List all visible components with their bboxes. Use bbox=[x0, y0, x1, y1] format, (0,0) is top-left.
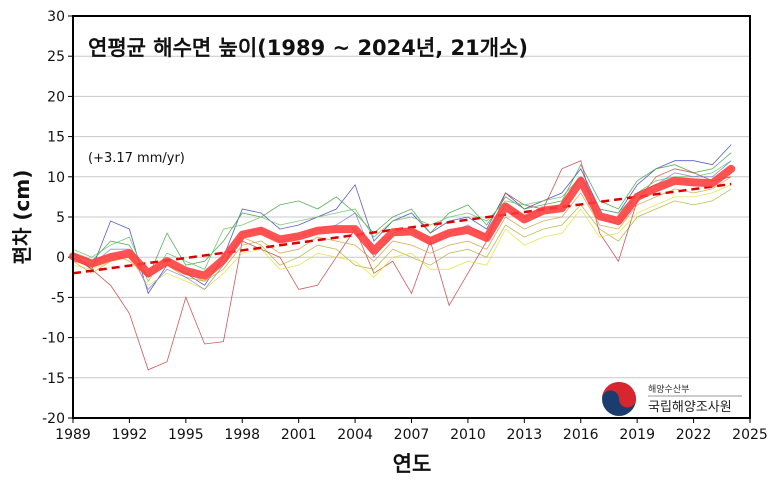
x-tick-label: 2013 bbox=[507, 427, 543, 443]
x-tick-label: 2007 bbox=[394, 427, 430, 443]
x-tick-label: 2022 bbox=[676, 427, 712, 443]
y-tick-label: -10 bbox=[42, 331, 65, 347]
mean-layer bbox=[69, 164, 736, 280]
y-axis-label: 편차 (cm) bbox=[10, 170, 34, 265]
y-tick-label: -5 bbox=[51, 290, 65, 306]
x-tick-label: 2001 bbox=[281, 427, 317, 443]
x-tick-label: 1989 bbox=[55, 427, 91, 443]
khoa-logo: 해양수산부 국립해양조사원 bbox=[602, 382, 742, 416]
x-axis-label: 연도 bbox=[393, 452, 432, 476]
y-tick-label: 20 bbox=[47, 89, 65, 105]
y-tick-label: 15 bbox=[47, 130, 65, 146]
x-tick-label: 1995 bbox=[168, 427, 204, 443]
plot-frame bbox=[72, 15, 751, 419]
emblem-red-half bbox=[602, 382, 636, 408]
trend-rate-annotation: (+3.17 mm/yr) bbox=[88, 151, 185, 166]
y-tick-label: 30 bbox=[47, 9, 65, 25]
y-tick-label: 0 bbox=[56, 250, 65, 266]
y-tick-label: -15 bbox=[42, 371, 65, 387]
x-tick-label: 1998 bbox=[224, 427, 260, 443]
station-line bbox=[72, 184, 732, 290]
y-tick-label: 5 bbox=[56, 210, 65, 226]
x-tick-label: 2025 bbox=[732, 427, 768, 443]
logo-agency-text: 국립해양조사원 bbox=[648, 400, 732, 415]
y-tick-label: 25 bbox=[47, 49, 65, 65]
x-tick-label: 2019 bbox=[619, 427, 655, 443]
logo-ministry-text: 해양수산부 bbox=[648, 384, 689, 395]
x-tick-labels: 1989 1992 1995 1998 2001 2004 2007 2010 2013 2016… bbox=[55, 418, 768, 443]
station-line bbox=[72, 160, 732, 371]
x-tick-label: 1992 bbox=[112, 427, 148, 443]
station-series bbox=[72, 144, 732, 371]
x-tick-label: 2010 bbox=[450, 427, 486, 443]
y-tick-labels: -20 -15 -10 -5 0 5 10 15 20 25 30 bbox=[42, 9, 73, 427]
y-tick-label: -20 bbox=[42, 411, 65, 427]
x-tick-label: 2004 bbox=[337, 427, 373, 443]
x-tick-label: 2016 bbox=[563, 427, 599, 443]
chart-title: 연평균 해수면 높이(1989 ~ 2024년, 21개소) bbox=[88, 36, 528, 60]
mean-series-line bbox=[69, 164, 736, 280]
station-line bbox=[72, 160, 732, 283]
station-line bbox=[72, 188, 732, 282]
y-tick-label: 10 bbox=[47, 170, 65, 186]
